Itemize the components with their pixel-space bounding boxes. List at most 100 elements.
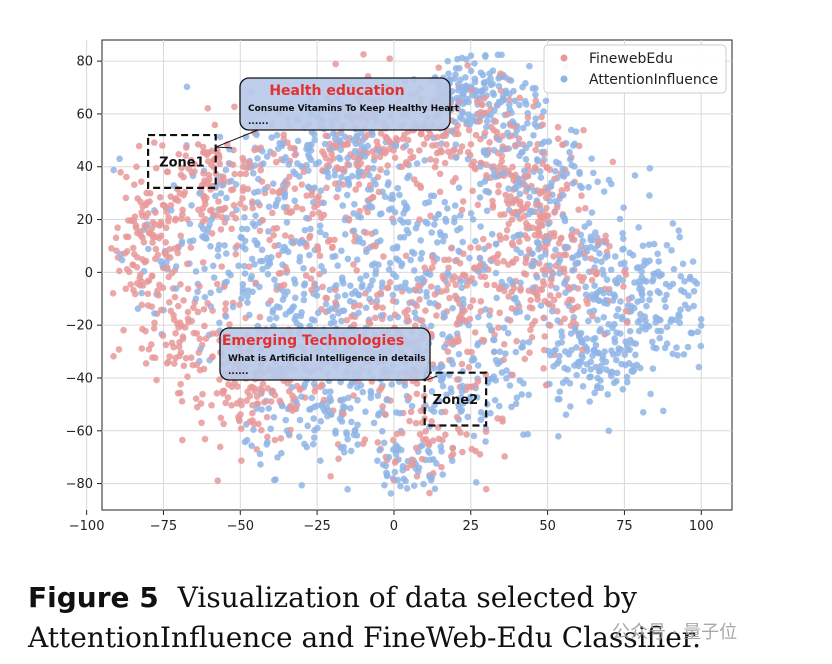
point-finewebedu <box>439 436 446 444</box>
point-finewebedu <box>192 395 200 402</box>
point-finewebedu <box>578 192 585 199</box>
point-attentioninfluence <box>554 317 562 324</box>
point-finewebedu <box>340 410 347 417</box>
point-attentioninfluence <box>441 232 449 240</box>
point-finewebedu <box>509 163 516 171</box>
point-finewebedu <box>131 181 138 188</box>
point-finewebedu <box>390 147 397 154</box>
point-attentioninfluence <box>296 433 303 441</box>
point-attentioninfluence <box>562 289 569 296</box>
point-attentioninfluence <box>307 225 314 233</box>
point-attentioninfluence <box>341 291 349 299</box>
point-finewebedu <box>187 244 195 251</box>
point-attentioninfluence <box>448 357 455 364</box>
point-attentioninfluence <box>589 169 597 177</box>
point-attentioninfluence <box>339 403 347 410</box>
point-attentioninfluence <box>646 192 653 199</box>
point-finewebedu <box>460 250 467 258</box>
point-finewebedu <box>175 150 183 158</box>
point-attentioninfluence <box>467 210 475 217</box>
point-finewebedu <box>360 172 367 179</box>
point-attentioninfluence <box>524 185 532 192</box>
point-attentioninfluence <box>330 130 337 137</box>
point-attentioninfluence <box>442 215 449 223</box>
point-attentioninfluence <box>546 262 553 270</box>
point-attentioninfluence <box>298 393 305 400</box>
annotations: Zone1 Health education Consume Vitamins To… <box>146 77 488 427</box>
point-finewebedu <box>524 200 532 208</box>
point-finewebedu <box>221 204 229 212</box>
point-finewebedu <box>254 400 261 407</box>
point-attentioninfluence <box>505 185 512 193</box>
point-finewebedu <box>219 213 226 221</box>
point-finewebedu <box>246 392 254 400</box>
legend-marker <box>560 75 568 83</box>
point-finewebedu <box>317 383 324 391</box>
point-attentioninfluence <box>428 388 436 395</box>
point-finewebedu <box>445 256 453 263</box>
point-finewebedu <box>377 166 384 174</box>
point-attentioninfluence <box>582 244 590 252</box>
point-attentioninfluence <box>693 280 701 287</box>
point-attentioninfluence <box>524 314 531 321</box>
point-finewebedu <box>469 187 476 195</box>
point-attentioninfluence <box>358 142 366 150</box>
point-attentioninfluence <box>483 207 491 215</box>
point-finewebedu <box>302 272 310 279</box>
point-attentioninfluence <box>560 191 567 199</box>
point-finewebedu <box>108 245 115 252</box>
annotation-ellipsis: ...... <box>228 367 249 377</box>
legend-frame <box>543 44 727 94</box>
point-attentioninfluence <box>594 178 601 186</box>
point-attentioninfluence <box>320 199 328 207</box>
point-attentioninfluence <box>697 342 705 350</box>
point-finewebedu <box>177 281 184 288</box>
y-tick-label: 60 <box>76 107 93 122</box>
point-finewebedu <box>146 189 154 197</box>
point-attentioninfluence <box>509 279 516 286</box>
point-finewebedu <box>159 284 167 292</box>
point-attentioninfluence <box>412 224 420 232</box>
x-tick-label: 75 <box>616 519 633 534</box>
point-attentioninfluence <box>273 131 281 139</box>
point-attentioninfluence <box>310 415 317 422</box>
point-attentioninfluence <box>310 380 318 387</box>
point-attentioninfluence <box>516 101 523 109</box>
point-finewebedu <box>534 296 541 303</box>
point-attentioninfluence <box>626 327 634 335</box>
point-finewebedu <box>602 232 609 240</box>
point-attentioninfluence <box>332 281 340 289</box>
point-attentioninfluence <box>381 481 388 489</box>
point-attentioninfluence <box>226 145 233 153</box>
point-finewebedu <box>237 170 244 178</box>
point-attentioninfluence <box>364 142 372 150</box>
point-finewebedu <box>123 248 131 255</box>
point-attentioninfluence <box>392 441 400 449</box>
point-finewebedu <box>157 306 165 314</box>
point-attentioninfluence <box>607 266 615 274</box>
point-attentioninfluence <box>269 306 277 314</box>
point-finewebedu <box>416 430 424 438</box>
point-finewebedu <box>209 353 216 360</box>
point-attentioninfluence <box>390 219 398 226</box>
point-attentioninfluence <box>571 163 578 170</box>
point-attentioninfluence <box>367 387 375 395</box>
point-attentioninfluence <box>650 240 658 248</box>
point-attentioninfluence <box>308 316 316 323</box>
point-attentioninfluence <box>559 172 567 179</box>
point-attentioninfluence <box>244 293 251 300</box>
point-attentioninfluence <box>611 277 619 284</box>
point-finewebedu <box>441 408 449 416</box>
point-attentioninfluence <box>239 289 247 296</box>
point-attentioninfluence <box>558 328 565 335</box>
point-attentioninfluence <box>199 225 207 233</box>
point-attentioninfluence <box>343 429 350 436</box>
point-attentioninfluence <box>391 209 399 216</box>
point-finewebedu <box>578 346 586 354</box>
point-attentioninfluence <box>547 182 555 190</box>
point-attentioninfluence <box>611 338 619 346</box>
point-attentioninfluence <box>478 87 486 95</box>
point-attentioninfluence <box>476 194 484 201</box>
point-attentioninfluence <box>172 263 180 270</box>
point-finewebedu <box>176 319 184 326</box>
